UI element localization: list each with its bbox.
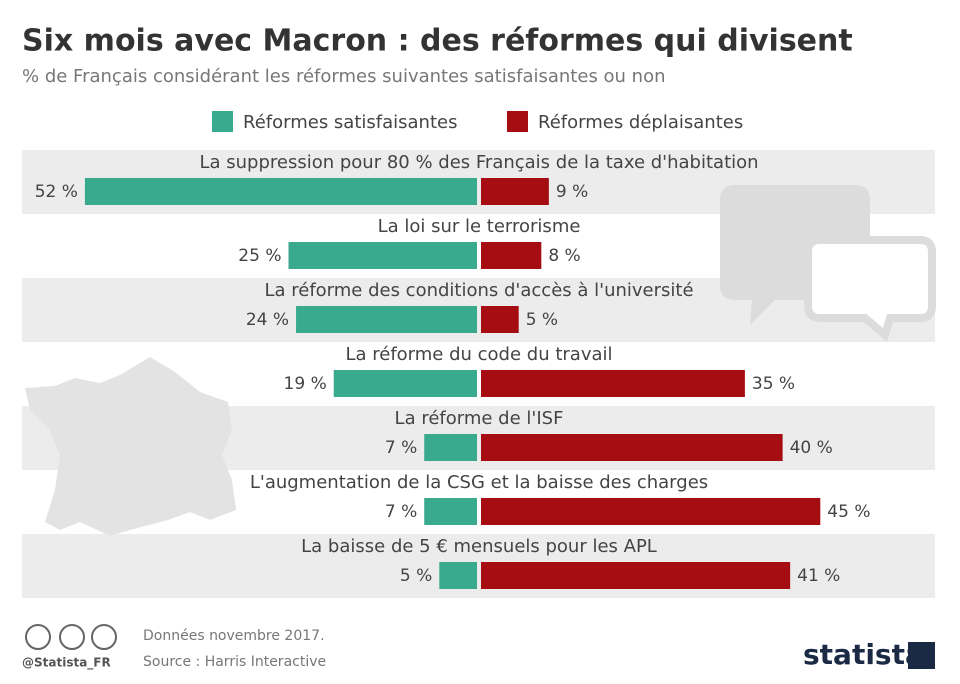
bar <box>296 306 477 333</box>
france-map <box>25 357 236 536</box>
bubble <box>804 236 936 343</box>
nd-icon <box>91 624 117 650</box>
bar <box>288 242 477 269</box>
bar <box>481 178 549 205</box>
chart-subtitle: % de Français considérant les réformes s… <box>22 66 666 87</box>
bar <box>481 434 783 461</box>
category-label: La baisse de 5 € mensuels pour les APL <box>301 536 657 557</box>
legend-swatch <box>212 111 233 132</box>
bar <box>481 370 745 397</box>
chart-title: Six mois avec Macron : des réformes qui … <box>22 24 853 59</box>
legend-swatch <box>507 111 528 132</box>
handle: @Statista_FR <box>22 656 111 671</box>
bar <box>481 306 519 333</box>
footer: @Statista_FR Données novembre 2017. Sour… <box>22 624 935 671</box>
value-label: 52 % <box>35 182 78 202</box>
category-label: La réforme du code du travail <box>345 344 612 365</box>
bar <box>481 498 821 525</box>
category-label: L'augmentation de la CSG et la baisse de… <box>250 472 708 493</box>
bar <box>424 498 477 525</box>
cc-icon <box>25 624 51 650</box>
note: Données novembre 2017. <box>143 628 325 644</box>
category-label: La suppression pour 80 % des Français de… <box>199 152 758 173</box>
value-label: 5 % <box>526 310 558 330</box>
category-label: La loi sur le terrorisme <box>378 216 581 237</box>
bar <box>481 242 542 269</box>
bar <box>333 370 477 397</box>
category-label: La réforme des conditions d'accès à l'un… <box>264 280 693 301</box>
value-label: 45 % <box>827 502 870 522</box>
value-label: 19 % <box>284 374 327 394</box>
bar <box>424 434 477 461</box>
bar <box>84 178 478 205</box>
logo: statista <box>803 638 924 671</box>
value-label: 41 % <box>797 566 840 586</box>
bar <box>439 562 477 589</box>
value-label: 7 % <box>385 502 417 522</box>
value-label: 7 % <box>385 438 417 458</box>
bar <box>481 562 791 589</box>
value-label: 25 % <box>238 246 281 266</box>
legend-label: Réformes déplaisantes <box>538 112 743 133</box>
value-label: 40 % <box>790 438 833 458</box>
value-label: 24 % <box>246 310 289 330</box>
value-label: 9 % <box>556 182 588 202</box>
by-icon <box>59 624 85 650</box>
value-label: 35 % <box>752 374 795 394</box>
value-label: 5 % <box>400 566 432 586</box>
value-label: 8 % <box>548 246 580 266</box>
legend-label: Réformes satisfaisantes <box>243 112 457 133</box>
logo-icon <box>908 642 935 669</box>
source: Source : Harris Interactive <box>143 654 326 670</box>
category-label: La réforme de l'ISF <box>395 408 564 429</box>
